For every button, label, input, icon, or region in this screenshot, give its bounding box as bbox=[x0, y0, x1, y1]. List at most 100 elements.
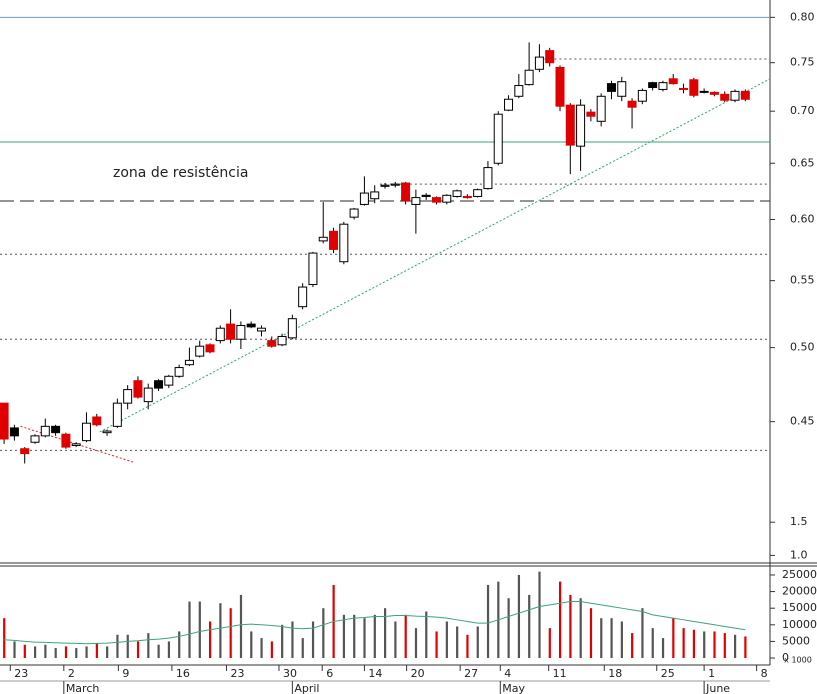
volume-bar bbox=[229, 608, 232, 659]
candle-body bbox=[370, 191, 380, 200]
candle-body bbox=[277, 335, 287, 346]
candle-body bbox=[61, 433, 71, 448]
candle-body bbox=[421, 194, 431, 197]
volume-bar bbox=[13, 641, 16, 659]
volume-bar bbox=[291, 621, 294, 659]
volume-bar bbox=[559, 581, 562, 659]
volume-bar bbox=[445, 621, 448, 659]
month-label: June bbox=[705, 682, 730, 694]
volume-bar bbox=[507, 598, 510, 659]
volume-bar bbox=[528, 594, 531, 659]
candle-body bbox=[256, 327, 266, 332]
y-tick-label: 0.70 bbox=[790, 104, 815, 117]
volume-bar bbox=[631, 633, 634, 659]
candle-body bbox=[473, 189, 483, 197]
candle-body bbox=[390, 183, 400, 186]
x-tick-label: 6 bbox=[326, 667, 333, 680]
volume-bar bbox=[136, 641, 140, 659]
volume-bar bbox=[486, 584, 490, 659]
candle-body bbox=[380, 184, 390, 187]
candle-body bbox=[71, 443, 81, 446]
volume-bar bbox=[548, 628, 551, 659]
x-tick-label: 1 bbox=[708, 667, 715, 680]
volume-bar bbox=[167, 641, 171, 659]
candle-body bbox=[586, 111, 596, 117]
candle-body bbox=[596, 95, 606, 122]
candle-body bbox=[339, 223, 349, 263]
volume-bar bbox=[723, 633, 726, 659]
volume-bar bbox=[342, 614, 346, 659]
y-tick-label: 0.65 bbox=[790, 156, 815, 169]
volume-tick-label: 10000 bbox=[782, 618, 817, 631]
volume-bar bbox=[435, 631, 438, 659]
x-tick-label: 14 bbox=[368, 667, 382, 680]
volume-bar bbox=[610, 618, 613, 659]
candle-body bbox=[431, 197, 441, 203]
volume-bar bbox=[414, 628, 418, 659]
candle-body bbox=[411, 197, 421, 205]
x-tick-label: 2 bbox=[68, 667, 75, 680]
candle-body bbox=[164, 375, 174, 386]
candle-body bbox=[637, 89, 647, 102]
volume-tick-label: 15000 bbox=[782, 601, 817, 614]
y-tick-label: 0.60 bbox=[790, 212, 815, 225]
candle-body bbox=[545, 50, 555, 64]
volume-bar bbox=[281, 624, 284, 659]
candle-body bbox=[51, 425, 61, 434]
volume-bar bbox=[517, 574, 521, 659]
volume-bar bbox=[157, 644, 160, 659]
volume-bar bbox=[579, 598, 582, 659]
volume-bar bbox=[106, 646, 109, 659]
volume-bar bbox=[703, 631, 706, 659]
y-tick-label: 0.50 bbox=[790, 341, 815, 354]
volume-bar bbox=[744, 636, 747, 659]
candle-body bbox=[504, 98, 514, 111]
candle-body bbox=[40, 425, 50, 437]
candle-body bbox=[679, 87, 689, 90]
candle-body bbox=[442, 194, 452, 203]
x-tick-label: 11 bbox=[553, 667, 567, 680]
candle-body bbox=[627, 100, 637, 108]
candle-body bbox=[154, 380, 164, 389]
x-tick-label: 20 bbox=[411, 667, 425, 680]
volume-bar bbox=[620, 621, 623, 659]
volume-bar bbox=[54, 648, 57, 659]
x-tick-label: 18 bbox=[608, 667, 622, 680]
volume-bar bbox=[661, 638, 665, 659]
candle-body bbox=[720, 93, 730, 101]
volume-bar bbox=[394, 621, 397, 659]
candle-body bbox=[184, 359, 194, 366]
volume-bar bbox=[188, 601, 191, 659]
candle-body bbox=[462, 195, 472, 199]
candle-body bbox=[246, 323, 256, 328]
month-label: May bbox=[502, 682, 525, 694]
candle-body bbox=[524, 69, 534, 86]
volume-bar bbox=[219, 603, 222, 659]
candle-body bbox=[617, 81, 627, 97]
volume-bar bbox=[239, 594, 243, 659]
candle-body bbox=[555, 66, 565, 107]
candle-body bbox=[606, 83, 616, 92]
volume-bar bbox=[209, 621, 212, 659]
y-tick-label: 0.80 bbox=[790, 10, 815, 23]
candle-body bbox=[658, 82, 668, 90]
x-tick-label: 8 bbox=[761, 667, 768, 680]
candle-body bbox=[9, 427, 19, 437]
volume-bar bbox=[641, 608, 644, 659]
volume-average bbox=[4, 601, 746, 645]
annotation: zona de resistência bbox=[113, 165, 248, 181]
volume-bar bbox=[651, 628, 654, 659]
volume-bar bbox=[116, 634, 119, 659]
candle-body bbox=[452, 190, 462, 197]
volume-bar bbox=[734, 634, 737, 659]
candle-body bbox=[112, 402, 122, 427]
volume-bar bbox=[85, 646, 88, 659]
volume-bar bbox=[178, 631, 181, 659]
volume-bar bbox=[373, 614, 376, 659]
volume-bar bbox=[23, 644, 26, 659]
volume-bar bbox=[425, 611, 428, 659]
candle-body bbox=[215, 327, 225, 342]
candle-body bbox=[699, 90, 709, 93]
volume-tick-label: 0 bbox=[782, 651, 789, 664]
